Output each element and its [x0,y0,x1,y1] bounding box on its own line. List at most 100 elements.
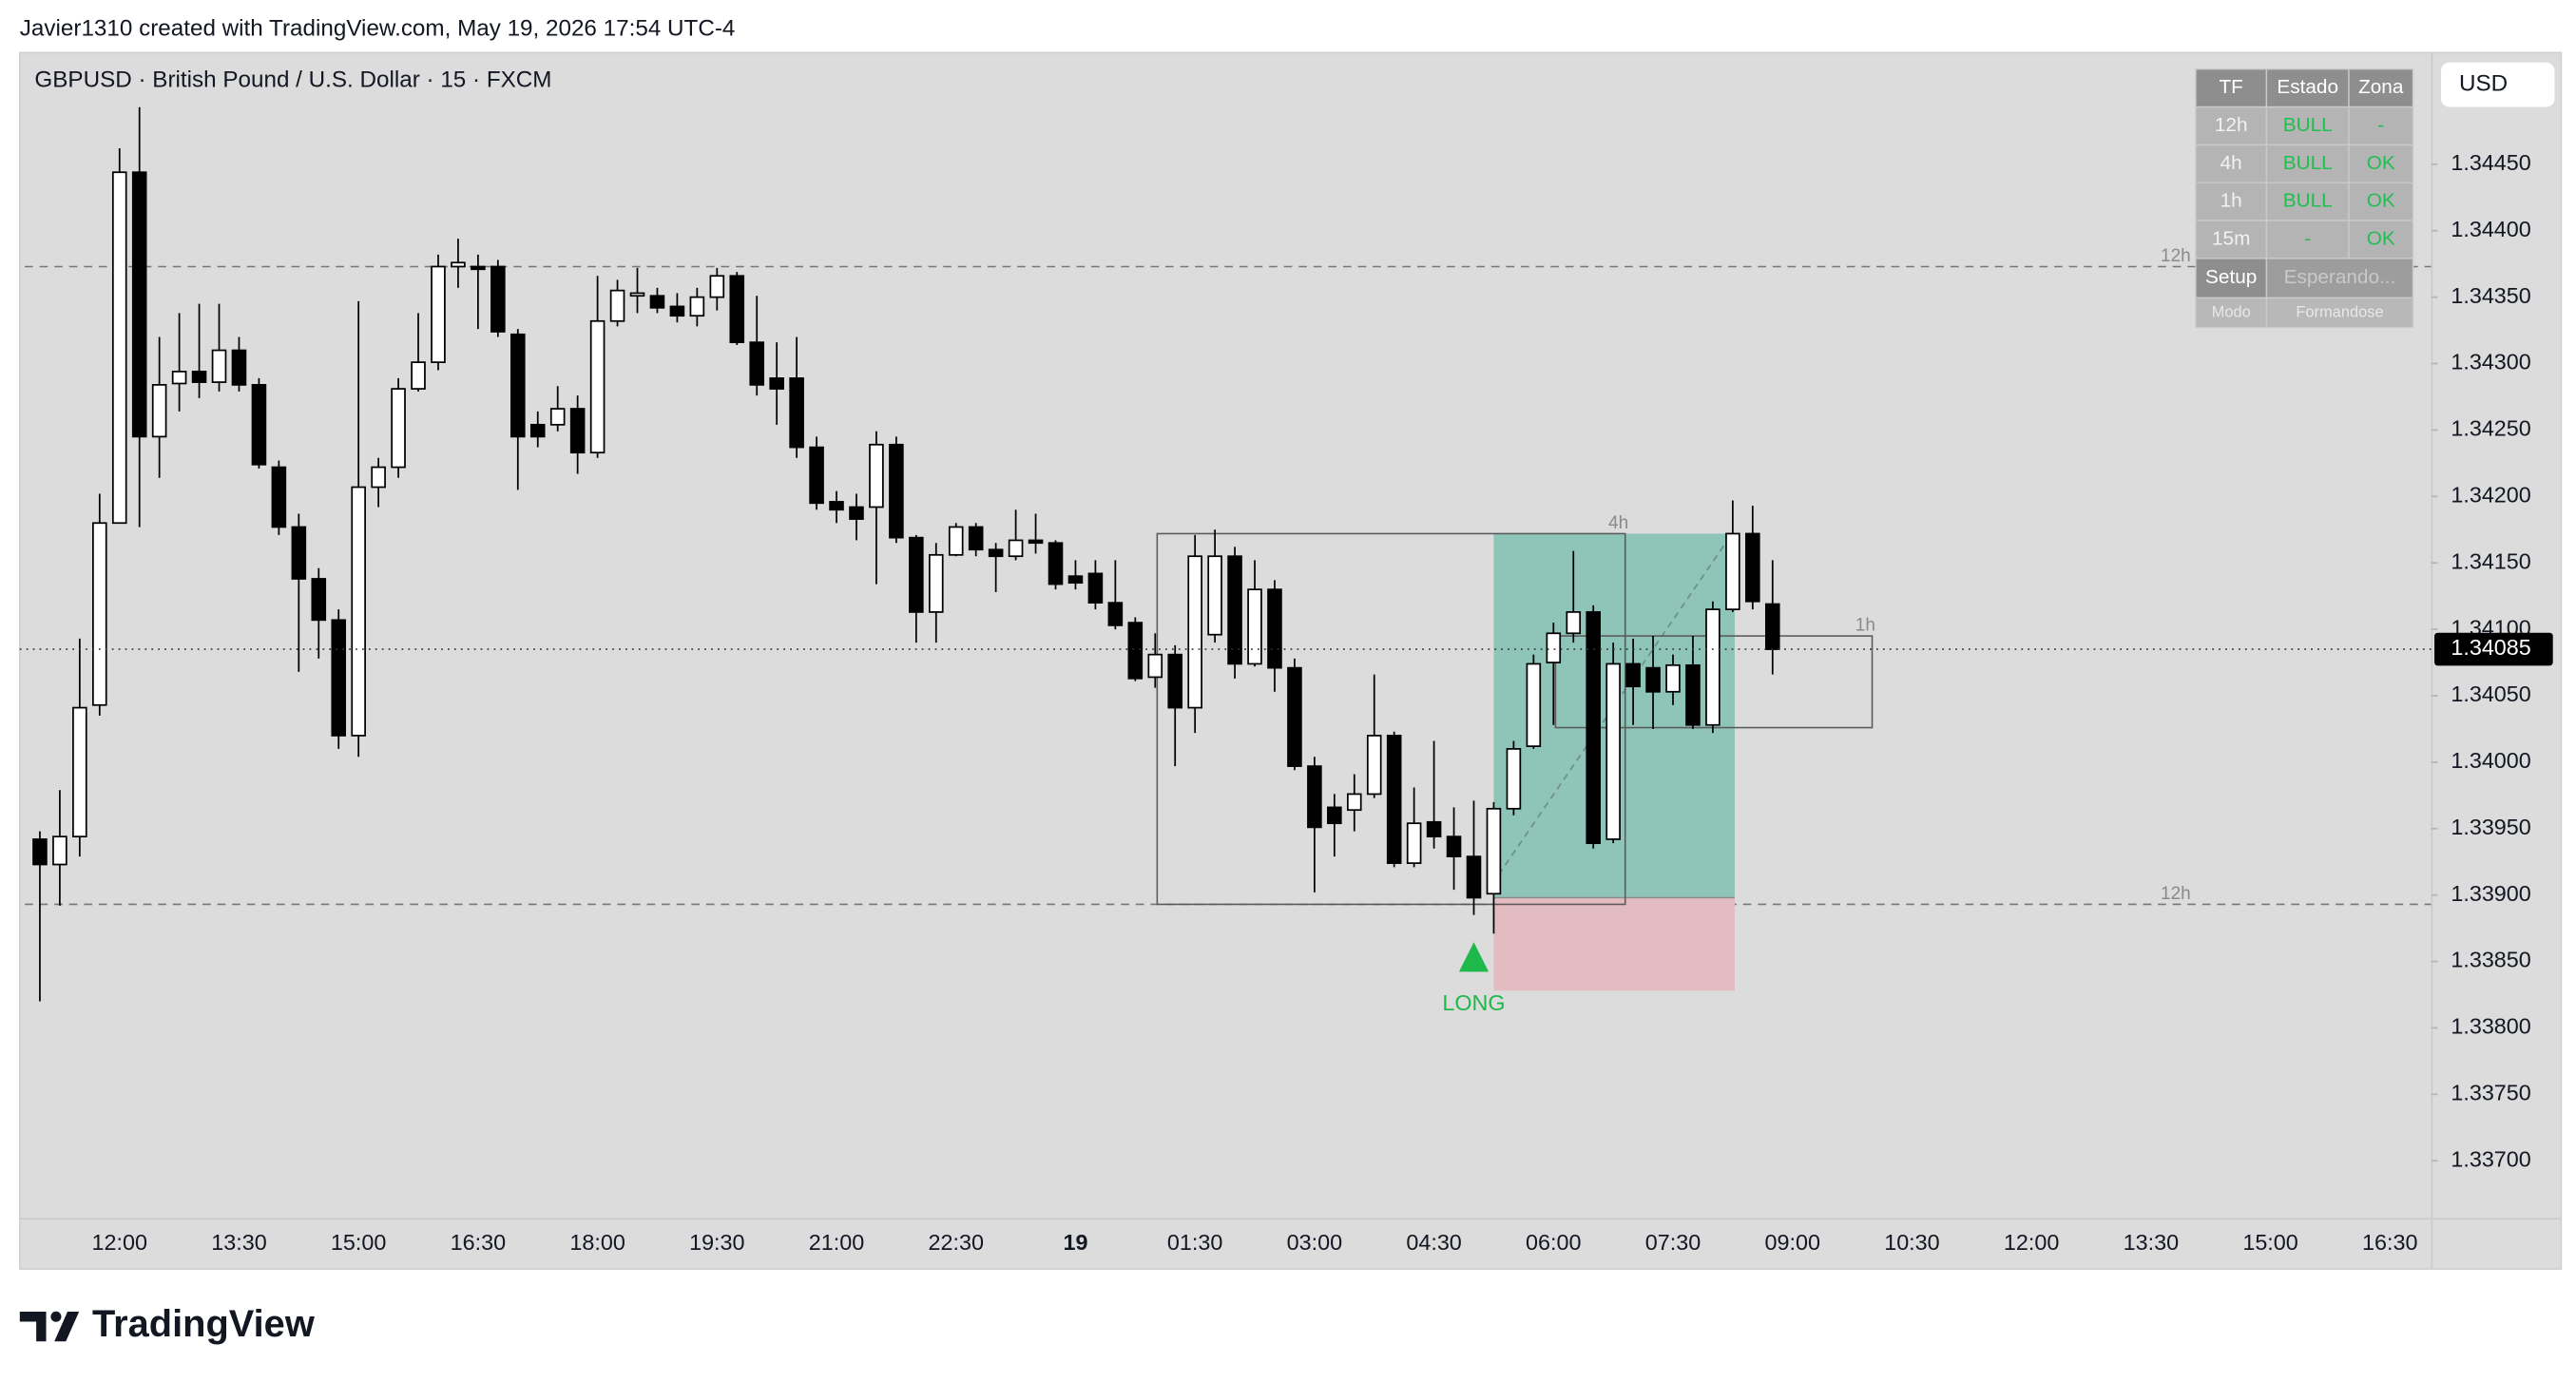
signal-label: LONG [1442,990,1505,1015]
candle-body [32,838,48,866]
candle-body [1546,632,1562,663]
y-tick-label: 1.34300 [2451,350,2530,374]
candle-body [171,371,187,385]
credit: Javier1310 created with TradingView.com,… [20,16,736,42]
table-text: BULL [2283,190,2333,212]
candle-body [1665,663,1681,693]
candle-body [231,349,247,386]
brand-logo [19,1311,80,1342]
x-tick-label: 19 [1063,1230,1087,1255]
candle-body [1147,653,1163,679]
table-cell [2195,106,2268,146]
table-cell [2265,182,2350,221]
table-text: Modo [2212,303,2251,320]
candle-body [151,384,167,438]
candle-body [1247,588,1262,665]
candle-body [869,443,884,509]
candle-body [1327,806,1342,825]
x-tick-label: 16:30 [451,1230,506,1255]
y-tick-label: 1.34450 [2451,150,2530,175]
candle-body [889,443,904,539]
x-tick-label: 12:00 [2004,1230,2059,1255]
logo-shape [54,1312,80,1342]
currency[interactable]: USD [2459,71,2508,97]
candle-body [411,361,426,390]
y-tick-label: 1.33950 [2451,815,2530,839]
y-tick-label: 1.33700 [2451,1146,2530,1171]
candle-body [829,501,844,511]
zone-label: 1h [1855,616,1875,636]
candle-body [1227,555,1242,665]
candle-body [1307,765,1322,829]
table-text: - [2304,227,2311,249]
candle-body [291,526,307,580]
candle-body [968,526,984,551]
candle-body [211,349,227,383]
candle-body [1048,542,1064,585]
x-tick-label: 18:00 [569,1230,625,1255]
candle-body [729,275,745,344]
candle-body [1067,575,1084,585]
candle-body [1386,735,1402,864]
candle-body [909,536,924,613]
level-label: 12h [2161,884,2191,904]
y-tick-label: 1.33900 [2451,881,2530,906]
candle-body [451,261,466,268]
candle-body [1446,835,1462,858]
candle-body [549,408,566,426]
candle-body [589,319,606,454]
candle-body [1705,608,1721,726]
x-tick-label: 09:00 [1764,1230,1819,1255]
candle-body [1685,663,1701,726]
candle-body [689,296,705,317]
level-label: 12h [2161,246,2191,266]
candle-body [948,526,964,556]
chart-area [18,51,2563,1270]
x-tick-label: 22:30 [929,1230,984,1255]
table-text: BULL [2283,152,2333,174]
logo-dot [50,1311,62,1322]
y-tick-label: 1.34000 [2451,748,2530,773]
table-text: OK [2367,227,2395,249]
table-text: Zona [2358,76,2404,98]
candle-body [1745,532,1760,603]
x-tick-label: 12:00 [92,1230,147,1255]
candle-body [1466,855,1482,899]
x-tick-label: 21:00 [809,1230,864,1255]
candle-body [1426,820,1442,838]
x-tick-label: 01:30 [1167,1230,1222,1255]
candle-body [351,486,366,737]
candle-body [569,408,586,454]
table-text: OK [2367,190,2395,212]
y-tick-label: 1.33800 [2451,1014,2530,1039]
table-cell [2265,106,2350,146]
candle-body [629,292,645,298]
y-tick-label: 1.33850 [2451,948,2530,972]
table-text: 15m [2212,227,2250,249]
candle-body [1605,662,1621,840]
candle-body [609,289,625,322]
candle-body [1287,666,1302,767]
y-tick-label: 1.34150 [2451,548,2530,573]
candle-body [988,548,1004,558]
candle-body [849,506,864,520]
candle-body [431,265,446,363]
y-tick-label: 1.33750 [2451,1081,2530,1105]
table-cell [2348,182,2414,221]
brand: TradingView [92,1303,316,1345]
x-tick-label: 07:30 [1645,1230,1701,1255]
candle-body [1346,793,1362,812]
currency-button[interactable] [2440,62,2555,107]
candle-body [131,171,147,438]
signal-marker [1458,942,1490,972]
table-text: Formandose [2296,303,2383,320]
y-tick-label: 1.34050 [2451,681,2530,706]
table-cell [2195,68,2268,108]
candle-body [1167,653,1183,709]
table-text: OK [2367,152,2395,174]
candle-body [191,371,207,383]
candle-body [809,446,824,505]
x-tick-label: 04:30 [1406,1230,1461,1255]
candle-body [1486,807,1502,895]
